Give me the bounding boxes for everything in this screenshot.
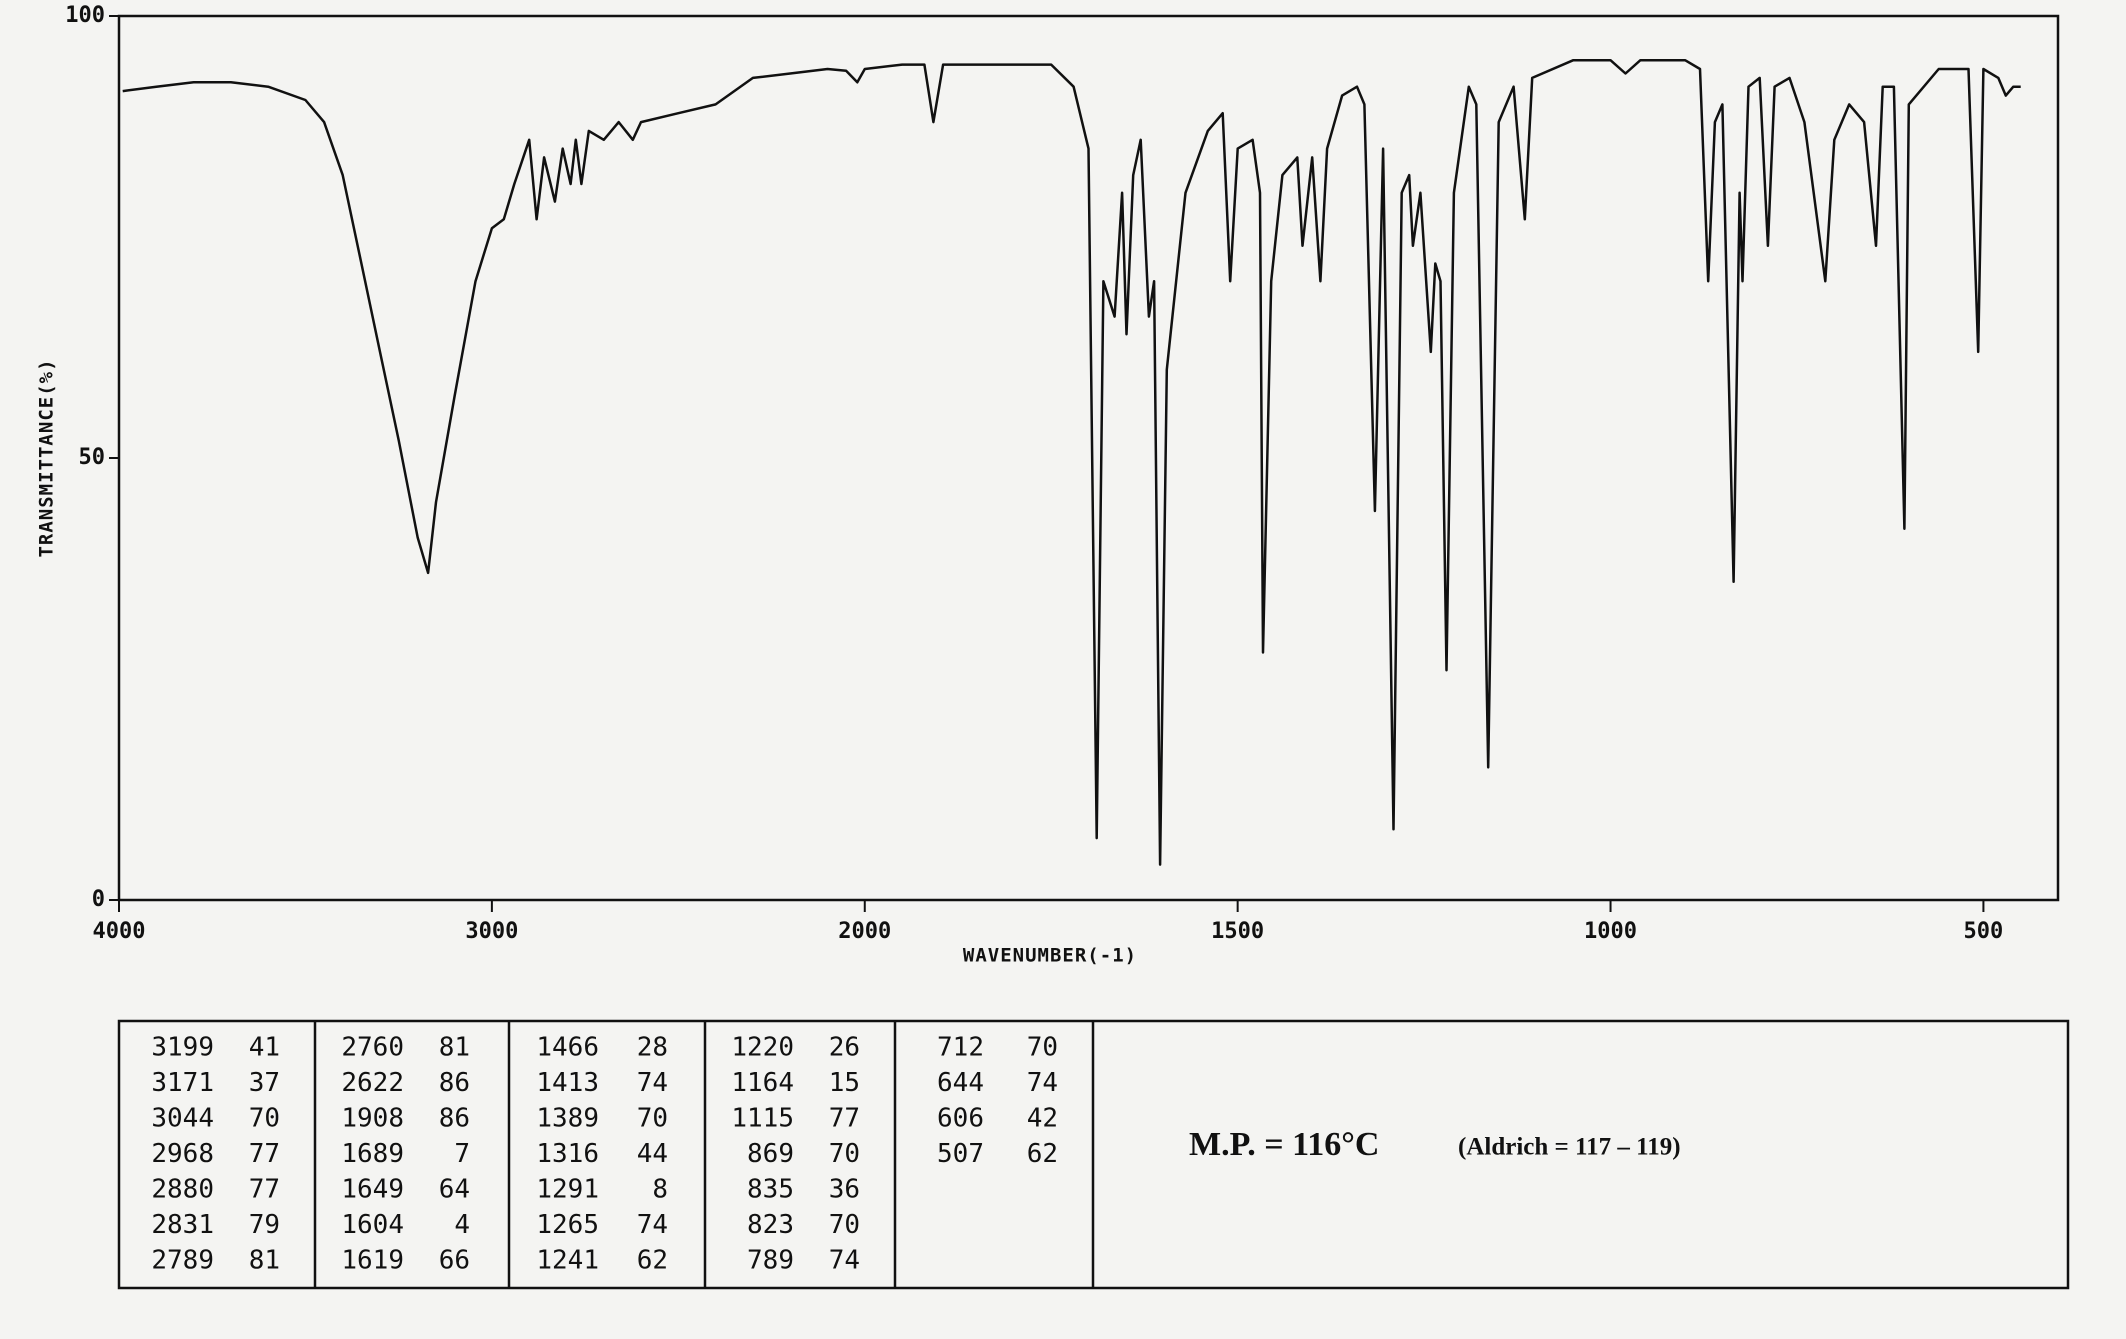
peak-wavenumber: 1413 <box>536 1068 599 1098</box>
peak-wavenumber: 1619 <box>341 1246 404 1276</box>
x-tick-label: 500 <box>1964 919 2004 944</box>
peak-transmittance: 81 <box>439 1033 470 1063</box>
peak-wavenumber: 1466 <box>536 1033 599 1063</box>
spectrum-line <box>122 58 2021 866</box>
peak-transmittance: 42 <box>1027 1104 1058 1134</box>
peak-wavenumber: 1649 <box>341 1175 404 1205</box>
peak-wavenumber: 1908 <box>341 1104 404 1134</box>
melting-point: M.P. = 116°C <box>1189 1126 1379 1163</box>
y-tick-label: 50 <box>79 445 106 470</box>
peak-transmittance: 26 <box>829 1033 860 1063</box>
peak-wavenumber: 823 <box>747 1210 794 1240</box>
peak-transmittance: 70 <box>249 1104 280 1134</box>
peak-wavenumber: 1265 <box>536 1210 599 1240</box>
peak-wavenumber: 1689 <box>341 1139 404 1169</box>
peak-wavenumber: 835 <box>747 1175 794 1205</box>
peak-transmittance: 66 <box>439 1246 470 1276</box>
peak-transmittance: 62 <box>637 1246 668 1276</box>
peak-transmittance: 64 <box>439 1175 470 1205</box>
x-tick-label: 3000 <box>465 919 518 944</box>
peak-wavenumber: 789 <box>747 1246 794 1276</box>
peak-wavenumber: 1316 <box>536 1139 599 1169</box>
peak-transmittance: 36 <box>829 1175 860 1205</box>
x-tick-label: 1500 <box>1211 919 1264 944</box>
peak-wavenumber: 2968 <box>151 1139 214 1169</box>
peak-wavenumber: 2760 <box>341 1033 404 1063</box>
peak-wavenumber: 712 <box>937 1033 984 1063</box>
x-tick-label: 1000 <box>1584 919 1637 944</box>
peak-transmittance: 74 <box>637 1068 668 1098</box>
peak-wavenumber: 2789 <box>151 1246 214 1276</box>
peak-transmittance: 62 <box>1027 1139 1058 1169</box>
peak-wavenumber: 1291 <box>536 1175 599 1205</box>
peak-wavenumber: 3171 <box>151 1068 214 1098</box>
peak-transmittance: 4 <box>454 1210 470 1240</box>
peak-wavenumber: 1389 <box>536 1104 599 1134</box>
peak-transmittance: 28 <box>637 1033 668 1063</box>
peak-transmittance: 41 <box>249 1033 280 1063</box>
reference-range: (Aldrich = 117 – 119) <box>1458 1134 1681 1161</box>
peak-transmittance: 37 <box>249 1068 280 1098</box>
peak-transmittance: 70 <box>829 1210 860 1240</box>
peak-wavenumber: 2622 <box>341 1068 404 1098</box>
peak-transmittance: 8 <box>652 1175 668 1205</box>
peak-wavenumber: 3199 <box>151 1033 214 1063</box>
x-tick-label: 2000 <box>838 919 891 944</box>
x-axis-label: WAVENUMBER(-1) <box>963 945 1137 967</box>
y-tick-label: 100 <box>65 3 105 28</box>
peak-transmittance: 77 <box>249 1175 280 1205</box>
peak-transmittance: 15 <box>829 1068 860 1098</box>
peak-wavenumber: 2831 <box>151 1210 214 1240</box>
peak-transmittance: 7 <box>454 1139 470 1169</box>
peak-transmittance: 74 <box>637 1210 668 1240</box>
peak-wavenumber: 507 <box>937 1139 984 1169</box>
peak-transmittance: 74 <box>1027 1068 1058 1098</box>
peak-wavenumber: 2880 <box>151 1175 214 1205</box>
x-tick-label: 4000 <box>93 919 146 944</box>
peak-transmittance: 79 <box>249 1210 280 1240</box>
peak-transmittance: 70 <box>829 1139 860 1169</box>
peak-wavenumber: 1164 <box>731 1068 794 1098</box>
y-axis-label: TRANSMITTANCE(%) <box>36 358 58 557</box>
peak-wavenumber: 3044 <box>151 1104 214 1134</box>
peak-wavenumber: 1220 <box>731 1033 794 1063</box>
peak-transmittance: 77 <box>829 1104 860 1134</box>
peak-transmittance: 70 <box>637 1104 668 1134</box>
peak-transmittance: 44 <box>637 1139 668 1169</box>
peak-wavenumber: 606 <box>937 1104 984 1134</box>
peak-transmittance: 74 <box>829 1246 860 1276</box>
peak-transmittance: 86 <box>439 1068 470 1098</box>
peak-wavenumber: 1115 <box>731 1104 794 1134</box>
peak-transmittance: 70 <box>1027 1033 1058 1063</box>
peak-transmittance: 86 <box>439 1104 470 1134</box>
table-dividers <box>313 1021 1095 1288</box>
peak-wavenumber: 869 <box>747 1139 794 1169</box>
peak-wavenumber: 1241 <box>536 1246 599 1276</box>
y-tick-label: 0 <box>92 887 105 912</box>
peak-transmittance: 77 <box>249 1139 280 1169</box>
peak-wavenumber: 1604 <box>341 1210 404 1240</box>
peak-wavenumber: 644 <box>937 1068 984 1098</box>
peak-transmittance: 81 <box>249 1246 280 1276</box>
